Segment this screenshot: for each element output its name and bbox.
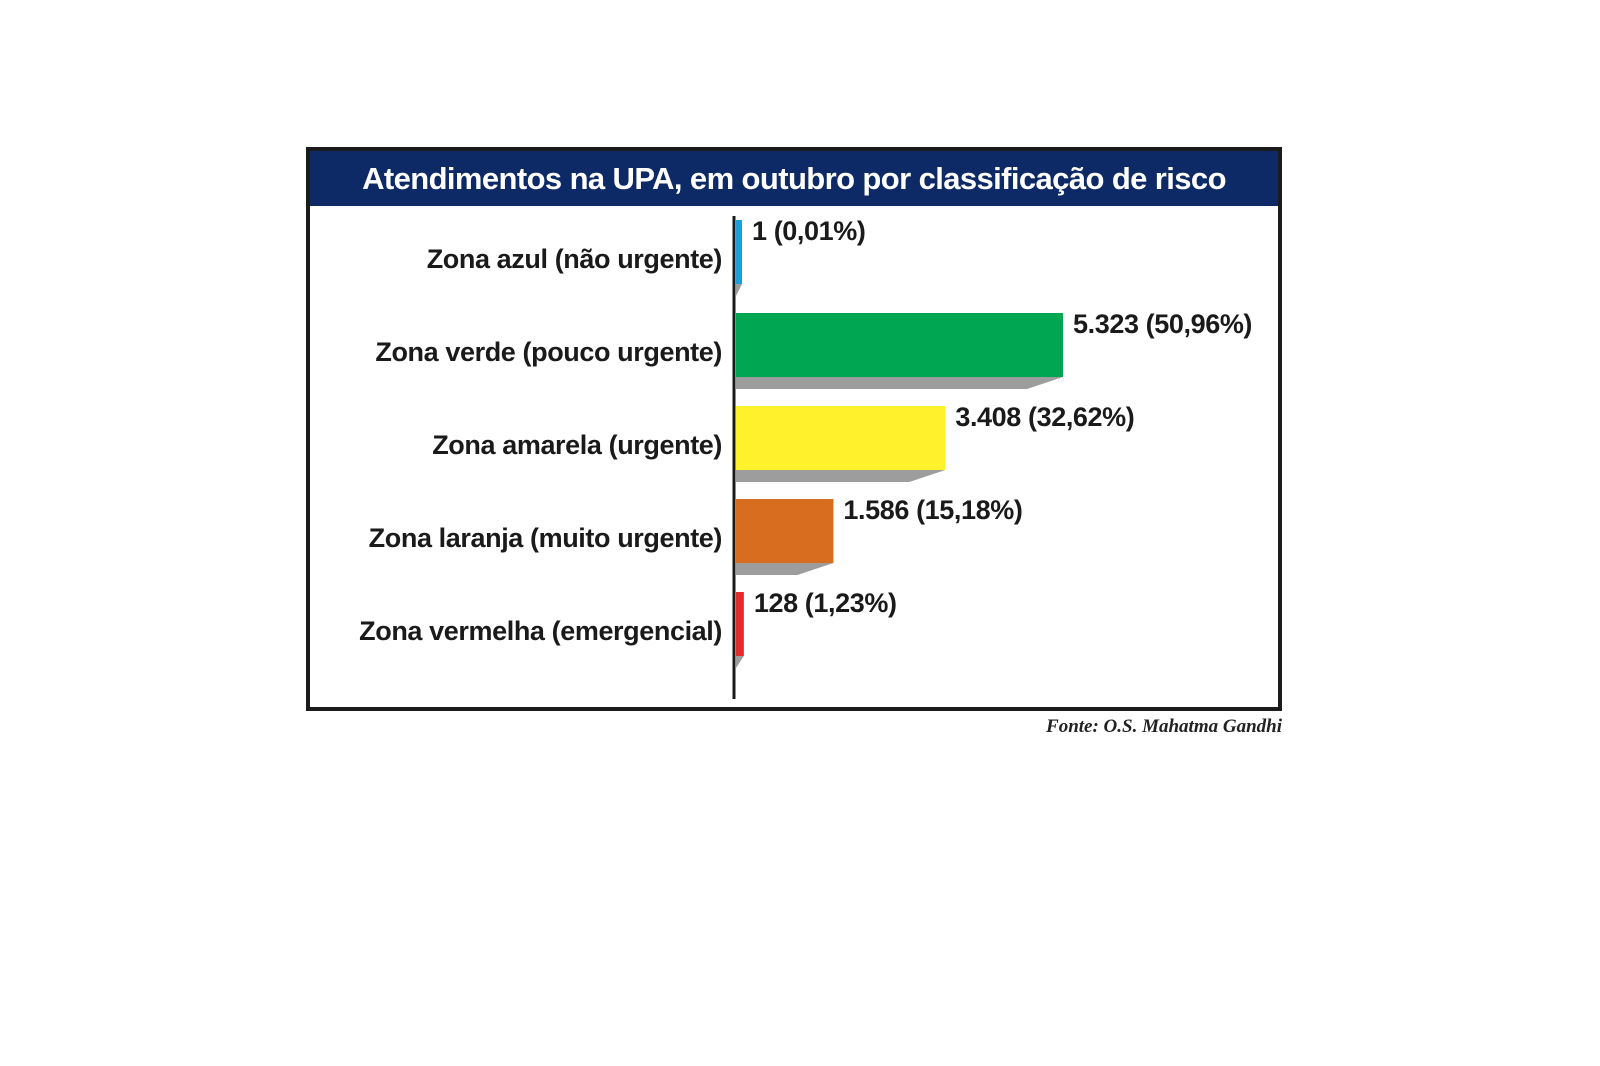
value-label-5: 128 (1,23%) — [754, 588, 897, 618]
bar-5 — [736, 592, 744, 656]
chart-title: Atendimentos na UPA, em outubro por clas… — [310, 151, 1278, 206]
source-note: Fonte: O.S. Mahatma Gandhi — [1046, 716, 1282, 737]
category-label-2: Zona verde (pouco urgente) — [375, 337, 722, 367]
value-label-1: 1 (0,01%) — [752, 216, 865, 246]
bar-4 — [736, 499, 834, 563]
bar-shadow-4 — [736, 563, 834, 575]
category-label-4: Zona laranja (muito urgente) — [369, 523, 722, 553]
value-label-4: 1.586 (15,18%) — [843, 495, 1022, 525]
value-label-3: 3.408 (32,62%) — [955, 402, 1134, 432]
category-label-3: Zona amarela (urgente) — [432, 430, 722, 460]
category-label-5: Zona vermelha (emergencial) — [359, 616, 722, 646]
chart-frame: Atendimentos na UPA, em outubro por clas… — [306, 147, 1282, 711]
category-label-1: Zona azul (não urgente) — [427, 244, 722, 274]
bar-3 — [736, 406, 946, 470]
bar-1 — [736, 220, 742, 284]
bar-shadow-1 — [736, 284, 742, 296]
value-label-2: 5.323 (50,96%) — [1073, 309, 1252, 339]
bar-shadow-5 — [736, 656, 744, 668]
bars-layer: Zona azul (não urgente) 1 (0,01%) Zona ver… — [359, 216, 1252, 668]
bar-chart: Zona azul (não urgente) 1 (0,01%) Zona ver… — [359, 216, 1252, 699]
bar-shadow-3 — [736, 470, 946, 482]
bar-2 — [736, 313, 1063, 377]
bar-shadow-2 — [736, 377, 1063, 389]
